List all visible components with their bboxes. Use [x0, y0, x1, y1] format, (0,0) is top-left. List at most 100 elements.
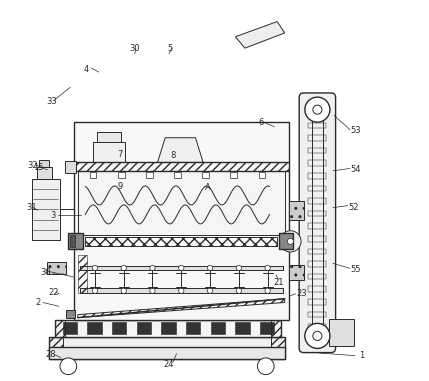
Text: A: A	[205, 183, 211, 192]
Bar	[146, 171, 153, 178]
Bar	[49, 337, 285, 359]
Bar	[49, 337, 63, 347]
Bar	[78, 171, 285, 235]
Bar	[174, 171, 181, 178]
Text: 2: 2	[35, 298, 41, 307]
Text: 28: 28	[45, 350, 56, 359]
Text: 32: 32	[28, 161, 38, 170]
Text: 3: 3	[51, 211, 56, 220]
Circle shape	[121, 265, 127, 271]
Bar	[260, 322, 275, 335]
Bar	[279, 234, 293, 249]
Text: 31: 31	[26, 203, 36, 212]
Text: 5: 5	[167, 44, 172, 53]
Bar	[308, 223, 326, 229]
Bar	[37, 167, 52, 179]
Text: 8: 8	[171, 151, 176, 160]
Circle shape	[305, 97, 330, 122]
Bar	[308, 261, 326, 267]
Bar	[308, 312, 326, 317]
Bar	[272, 337, 285, 347]
Bar	[118, 171, 124, 178]
Bar	[85, 237, 277, 245]
Bar	[308, 248, 326, 254]
Bar	[308, 274, 326, 279]
Bar	[308, 211, 326, 216]
Text: 23: 23	[296, 289, 307, 298]
Bar	[137, 322, 151, 335]
Circle shape	[207, 288, 213, 293]
Bar	[211, 322, 225, 335]
Circle shape	[313, 331, 322, 341]
Bar	[161, 322, 176, 335]
Bar	[31, 179, 60, 240]
Bar	[74, 162, 289, 171]
Bar	[80, 266, 283, 270]
Text: 21: 21	[273, 278, 284, 287]
Circle shape	[313, 105, 322, 114]
Bar	[93, 141, 125, 162]
Bar	[112, 322, 127, 335]
Text: 54: 54	[350, 165, 361, 174]
Bar	[308, 324, 326, 330]
Bar	[64, 161, 76, 173]
FancyBboxPatch shape	[299, 93, 335, 352]
Text: 4: 4	[84, 64, 89, 74]
Circle shape	[178, 265, 184, 271]
Bar	[236, 322, 250, 335]
Polygon shape	[157, 138, 203, 162]
Bar	[49, 347, 285, 359]
Circle shape	[265, 288, 270, 293]
Text: 24: 24	[163, 360, 174, 369]
Circle shape	[121, 288, 127, 293]
Bar	[88, 322, 102, 335]
Text: 52: 52	[348, 203, 359, 212]
Bar	[80, 288, 283, 293]
Circle shape	[236, 288, 242, 293]
Circle shape	[150, 288, 155, 293]
Bar	[308, 160, 326, 166]
Bar	[63, 322, 77, 335]
Bar	[90, 171, 97, 178]
Bar	[66, 310, 75, 318]
Text: 33: 33	[47, 97, 57, 106]
Bar	[308, 186, 326, 191]
Bar	[39, 160, 48, 167]
Text: 15: 15	[33, 163, 44, 172]
Circle shape	[207, 265, 213, 271]
Bar	[329, 319, 354, 346]
Bar	[186, 322, 200, 335]
Bar	[70, 235, 75, 247]
Text: 9: 9	[118, 182, 123, 191]
Bar	[68, 234, 83, 249]
Bar	[259, 171, 266, 178]
Bar	[308, 135, 326, 141]
Circle shape	[92, 288, 97, 293]
Bar	[55, 320, 281, 337]
Bar	[48, 262, 66, 274]
Bar	[202, 171, 209, 178]
Bar	[308, 123, 326, 128]
Circle shape	[236, 265, 242, 271]
Bar	[230, 171, 237, 178]
Text: 53: 53	[350, 126, 361, 135]
Circle shape	[60, 358, 77, 375]
Bar	[74, 122, 289, 320]
Circle shape	[265, 265, 270, 271]
Bar	[308, 148, 326, 154]
Circle shape	[280, 231, 301, 252]
Circle shape	[305, 323, 330, 348]
Text: 30: 30	[40, 267, 51, 277]
Text: 6: 6	[259, 118, 264, 126]
Bar	[308, 299, 326, 305]
Text: 1: 1	[359, 351, 364, 360]
Bar	[308, 198, 326, 204]
Bar	[308, 110, 326, 116]
Circle shape	[150, 265, 155, 271]
Bar	[55, 320, 64, 337]
Text: 7: 7	[118, 150, 123, 159]
Bar	[308, 173, 326, 179]
Bar	[308, 236, 326, 242]
Polygon shape	[236, 22, 285, 48]
Text: 55: 55	[350, 265, 361, 274]
